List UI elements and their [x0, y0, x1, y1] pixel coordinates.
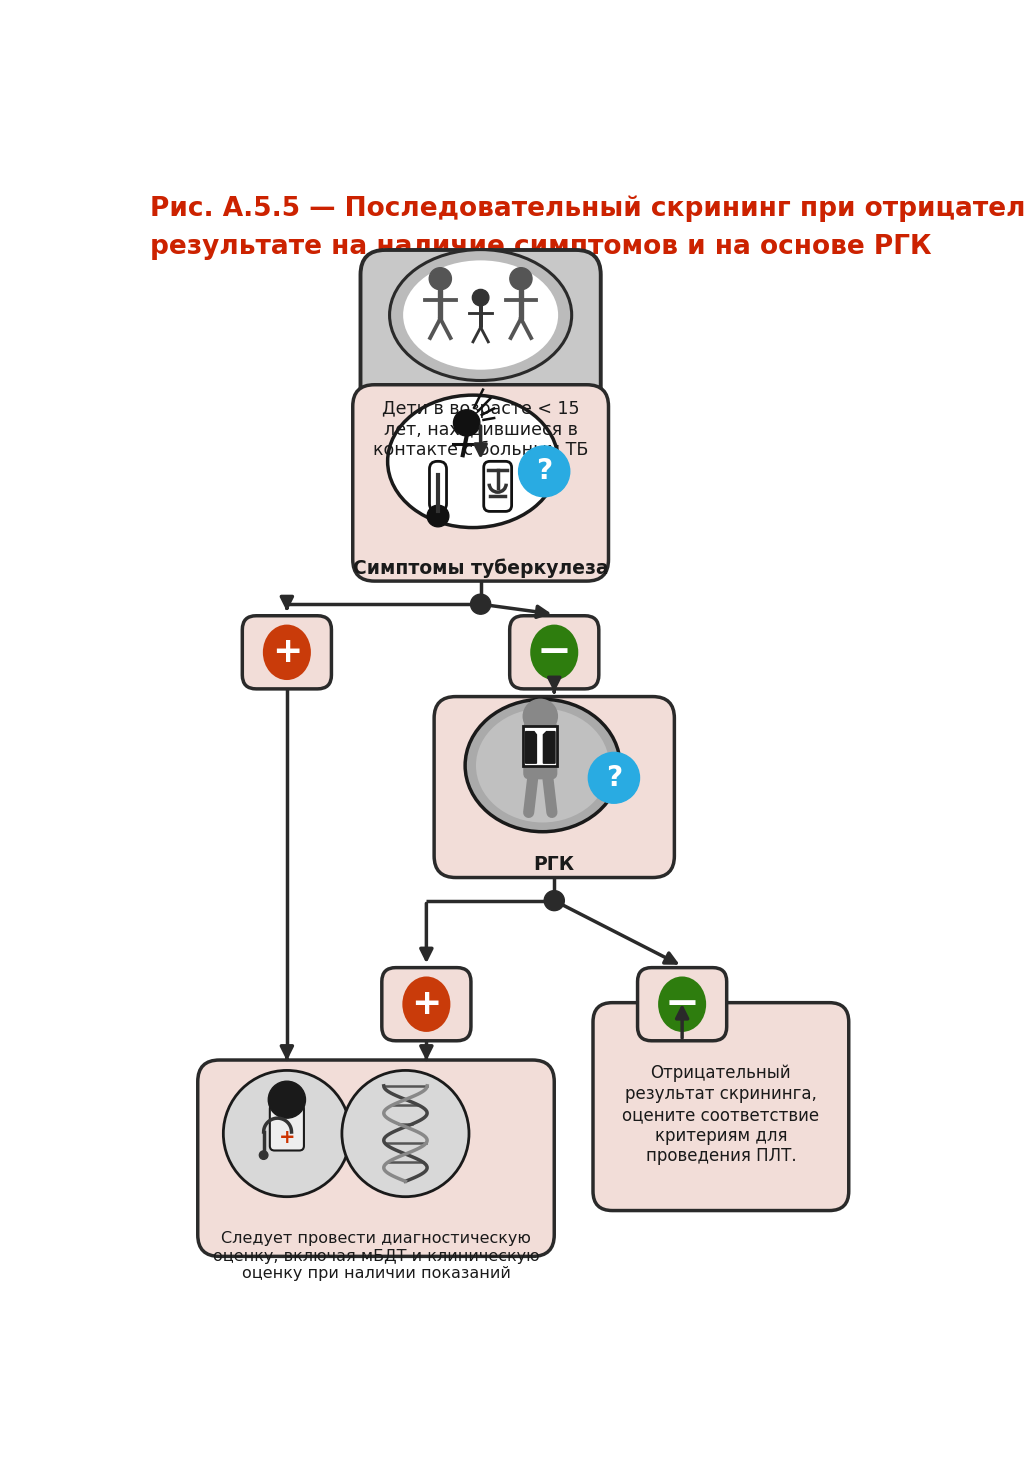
FancyBboxPatch shape — [360, 250, 601, 423]
Text: результате на наличие симптомов и на основе РГК: результате на наличие симптомов и на осн… — [150, 234, 931, 261]
FancyBboxPatch shape — [198, 1060, 554, 1256]
Ellipse shape — [403, 261, 558, 370]
Circle shape — [342, 1070, 469, 1196]
Circle shape — [472, 290, 488, 306]
Text: ?: ? — [537, 457, 552, 486]
Ellipse shape — [658, 976, 707, 1032]
Text: +: + — [279, 1127, 295, 1146]
Circle shape — [471, 594, 490, 615]
FancyBboxPatch shape — [483, 461, 512, 511]
Polygon shape — [544, 732, 555, 763]
FancyBboxPatch shape — [382, 968, 471, 1041]
Ellipse shape — [388, 395, 558, 527]
Circle shape — [454, 410, 480, 436]
Text: РГК: РГК — [534, 855, 574, 874]
Text: +: + — [271, 635, 302, 669]
Text: Следует провести диагностическую
оценку, включая мБДТ и клиническую
оценку при н: Следует провести диагностическую оценку,… — [213, 1231, 540, 1281]
FancyBboxPatch shape — [429, 461, 446, 511]
Ellipse shape — [389, 249, 571, 381]
FancyBboxPatch shape — [434, 697, 675, 877]
Circle shape — [427, 505, 449, 527]
Ellipse shape — [465, 700, 621, 832]
Polygon shape — [525, 732, 537, 763]
FancyBboxPatch shape — [638, 968, 727, 1041]
Circle shape — [518, 447, 569, 496]
FancyBboxPatch shape — [270, 1104, 304, 1151]
FancyBboxPatch shape — [523, 726, 557, 766]
FancyBboxPatch shape — [352, 385, 608, 581]
Circle shape — [223, 1070, 350, 1196]
Ellipse shape — [402, 976, 451, 1032]
Circle shape — [510, 268, 532, 290]
Circle shape — [268, 1082, 305, 1118]
Text: ?: ? — [606, 764, 622, 792]
Circle shape — [523, 700, 557, 733]
Text: Отрицательный
результат скрининга,
оцените соответствие
критериям для
проведения: Отрицательный результат скрининга, оцени… — [623, 1064, 819, 1165]
FancyBboxPatch shape — [510, 616, 599, 690]
Text: −: − — [537, 631, 571, 673]
FancyBboxPatch shape — [523, 722, 557, 779]
Text: Симптомы туберкулеза: Симптомы туберкулеза — [353, 558, 608, 578]
Circle shape — [429, 268, 452, 290]
Ellipse shape — [263, 625, 311, 681]
Text: −: − — [665, 984, 699, 1025]
Circle shape — [259, 1151, 268, 1159]
Circle shape — [544, 890, 564, 911]
Ellipse shape — [530, 625, 579, 681]
Circle shape — [589, 752, 640, 804]
FancyBboxPatch shape — [243, 616, 332, 690]
Text: Рис. А.5.5 — Последовательный скрининг при отрицательном: Рис. А.5.5 — Последовательный скрининг п… — [150, 196, 1024, 223]
Text: +: + — [412, 987, 441, 1022]
Text: Дети в возрасте < 15
лет, находившиеся в
контакте с больным ТБ: Дети в возрасте < 15 лет, находившиеся в… — [373, 400, 589, 460]
Ellipse shape — [476, 709, 609, 823]
FancyBboxPatch shape — [593, 1003, 849, 1211]
